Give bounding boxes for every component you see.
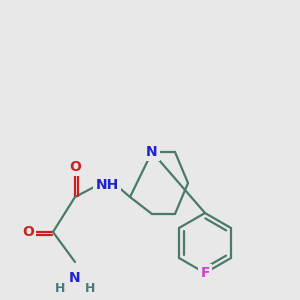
Text: O: O [69,160,81,174]
Text: NH: NH [95,178,119,192]
Text: N: N [69,271,81,285]
Text: N: N [146,145,158,159]
Text: H: H [85,281,95,295]
Text: O: O [22,225,34,239]
Text: F: F [200,266,210,280]
Text: H: H [55,281,65,295]
